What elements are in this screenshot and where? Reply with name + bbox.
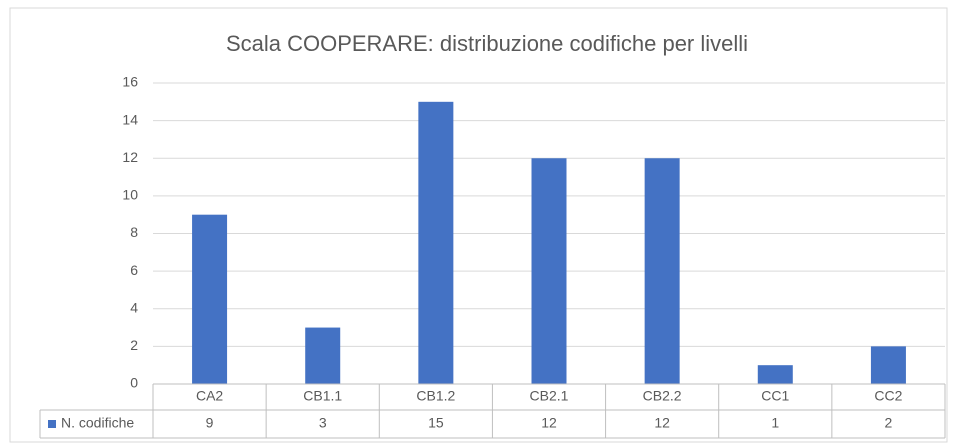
y-tick-label: 6	[130, 262, 138, 278]
table-value: 12	[541, 415, 557, 431]
table-value: 1	[771, 415, 779, 431]
x-tick-label: CC2	[874, 388, 902, 404]
x-tick-label: CB1.2	[416, 388, 455, 404]
chart-title: Scala COOPERARE: distribuzione codifiche…	[226, 31, 748, 56]
bar	[531, 158, 567, 384]
y-tick-label: 10	[122, 187, 138, 203]
y-tick-label: 8	[130, 224, 138, 240]
table-value: 3	[319, 415, 327, 431]
y-tick-label: 14	[122, 111, 138, 127]
y-tick-label: 4	[130, 299, 138, 315]
bar	[192, 214, 228, 384]
table-value: 15	[428, 415, 444, 431]
bar	[305, 327, 341, 384]
chart-border	[9, 7, 948, 443]
bar	[418, 101, 454, 384]
x-tick-label: CB1.1	[303, 388, 342, 404]
y-tick-label: 2	[130, 337, 138, 353]
bar	[644, 158, 680, 384]
x-tick-label: CB2.2	[643, 388, 682, 404]
y-tick-label: 0	[130, 375, 138, 391]
legend-label: N. codifiche	[61, 415, 134, 431]
y-tick-label: 12	[122, 149, 138, 165]
x-tick-label: CC1	[761, 388, 789, 404]
table-value: 9	[206, 415, 214, 431]
bar	[870, 346, 906, 384]
table-value: 12	[654, 415, 670, 431]
x-tick-label: CA2	[196, 388, 223, 404]
legend-swatch	[48, 420, 56, 428]
x-tick-label: CB2.1	[530, 388, 569, 404]
y-tick-label: 16	[122, 74, 138, 90]
bar	[757, 365, 793, 384]
table-value: 2	[885, 415, 893, 431]
